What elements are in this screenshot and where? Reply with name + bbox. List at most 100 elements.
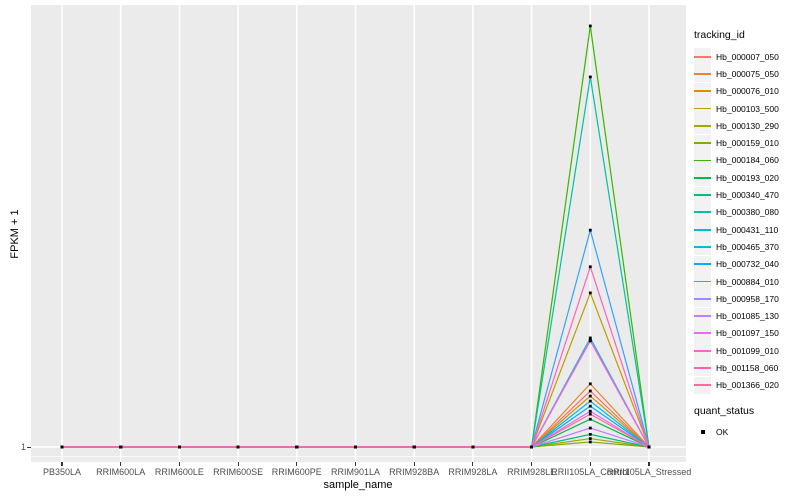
legend-color-line [694,349,711,352]
x-tick-mark [648,462,650,466]
legend-key-swatch [694,342,711,360]
x-tick-label-RRII105LA_Control: RRII105LA_Control [551,467,630,477]
point-marker [588,409,592,413]
legend-item-Hb_000103_500: Hb_000103_500 [694,100,800,118]
legend-item-label: Hb_000465_370 [716,241,779,252]
legend-item-label: Hb_000884_010 [716,276,779,287]
legend-item-Hb_000184_060: Hb_000184_060 [694,151,800,169]
legend-key-swatch [694,169,711,187]
legend-item-label: Hb_000193_020 [716,172,779,183]
x-tick-label-RRIM928LA: RRIM928LA [448,467,498,477]
x-tick-mark [589,462,591,466]
legend-color-line [694,384,711,387]
legend-item-list: Hb_000007_050 Hb_000075_050 Hb_000076_010 H… [694,48,800,394]
legend-item-Hb_000340_470: Hb_000340_470 [694,186,800,204]
legend-item-Hb_000159_010: Hb_000159_010 [694,134,800,152]
point-marker [588,228,592,232]
point-marker [588,382,592,386]
black-square-point-icon [700,429,705,434]
plot-panel [31,5,686,462]
point-marker [588,412,592,416]
legend-title-quant-status: quant_status [694,404,755,417]
legend-color-line [694,332,711,335]
point-marker [354,445,357,449]
legend-color-line [694,55,711,58]
legend-item-Hb_000465_370: Hb_000465_370 [694,238,800,256]
x-axis-title: sample_name [323,479,393,491]
legend-item-label: Hb_001097_150 [716,328,779,339]
legend-key-swatch [694,65,711,83]
point-marker [588,75,592,79]
point-marker [588,426,592,430]
legend-color-line [694,297,711,300]
legend-color-line [694,228,711,231]
x-tick-label-RRIM600SE: RRIM600SE [213,467,264,477]
y-tick-mark [27,447,31,449]
point-marker [295,445,299,449]
x-tick-label-RRIM600LE: RRIM600LE [154,467,204,477]
legend-item-label: Hb_000340_470 [716,190,779,201]
legend-color-line [694,211,711,214]
legend-color-line [694,246,711,248]
legend-color-line [694,280,711,283]
point-marker [530,445,533,449]
legend-key-swatch [694,376,711,394]
legend-color-line [694,263,711,266]
legend-color-line [694,367,711,369]
legend-key-swatch [694,324,711,342]
legend-color-line [694,142,711,145]
legend-key-swatch [694,238,711,256]
point-marker [588,389,592,393]
y-axis-title: FPKM + 1 [9,209,21,259]
legend-item-Hb_000884_010: Hb_000884_010 [694,273,800,290]
x-tick-mark [472,462,474,466]
legend-key-swatch [694,100,711,118]
point-marker [471,445,475,449]
legend-key-swatch [694,221,711,239]
legend-key-swatch [694,307,711,325]
legend-item-Hb_001158_060: Hb_001158_060 [694,359,800,377]
point-marker [588,336,592,340]
legend-item-Hb_000732_040: Hb_000732_040 [694,255,800,273]
legend-item-label: Hb_000380_080 [716,207,779,218]
legend-item-label: Hb_001366_020 [716,380,779,391]
point-marker [588,404,592,408]
legend-item-Hb_000431_110: Hb_000431_110 [694,221,800,239]
point-marker [588,24,592,28]
legend-key-swatch [694,134,711,152]
point-marker [588,291,592,295]
legend-item-Hb_000130_290: Hb_000130_290 [694,117,800,135]
legend-color-line [694,90,711,93]
point-marker [588,339,592,343]
quant-item-OK: OK [694,423,800,440]
legend-item-label: Hb_000431_110 [716,224,779,235]
legend-item-Hb_000007_050: Hb_000007_050 [694,48,800,66]
legend-item-label: Hb_000076_010 [716,86,779,97]
x-tick-label-RRIM901LA: RRIM901LA [330,467,381,477]
point-marker [236,445,240,449]
x-tick-mark [354,462,357,466]
legend-item-label: Hb_001158_060 [716,362,779,373]
legend-title-tracking-id: tracking_id [694,29,745,41]
legend-item-label: Hb_001099_010 [716,345,779,356]
legend-item-label: Hb_000007_050 [716,51,779,62]
x-tick-mark [237,462,239,466]
legend-item-label: Hb_000075_050 [716,68,779,79]
x-tick-mark [296,462,298,466]
legend: tracking_id Hb_000007_050 Hb_000075_050 Hb… [694,29,800,440]
legend-key-swatch [694,203,711,221]
legend-item-label: Hb_000159_010 [716,138,779,149]
legend-item-label: Hb_000184_060 [716,155,779,166]
point-marker [178,445,181,449]
legend-item-Hb_001366_020: Hb_001366_020 [694,376,800,394]
chart-canvas [31,5,686,462]
legend-color-line [694,176,711,179]
x-tick-mark [61,462,63,466]
legend-key-swatch [694,255,711,273]
legend-key-swatch [694,273,711,290]
legend-key-swatch [694,359,711,377]
point-marker [588,417,592,421]
legend-color-line [694,159,711,162]
legend-key-swatch [694,290,711,308]
